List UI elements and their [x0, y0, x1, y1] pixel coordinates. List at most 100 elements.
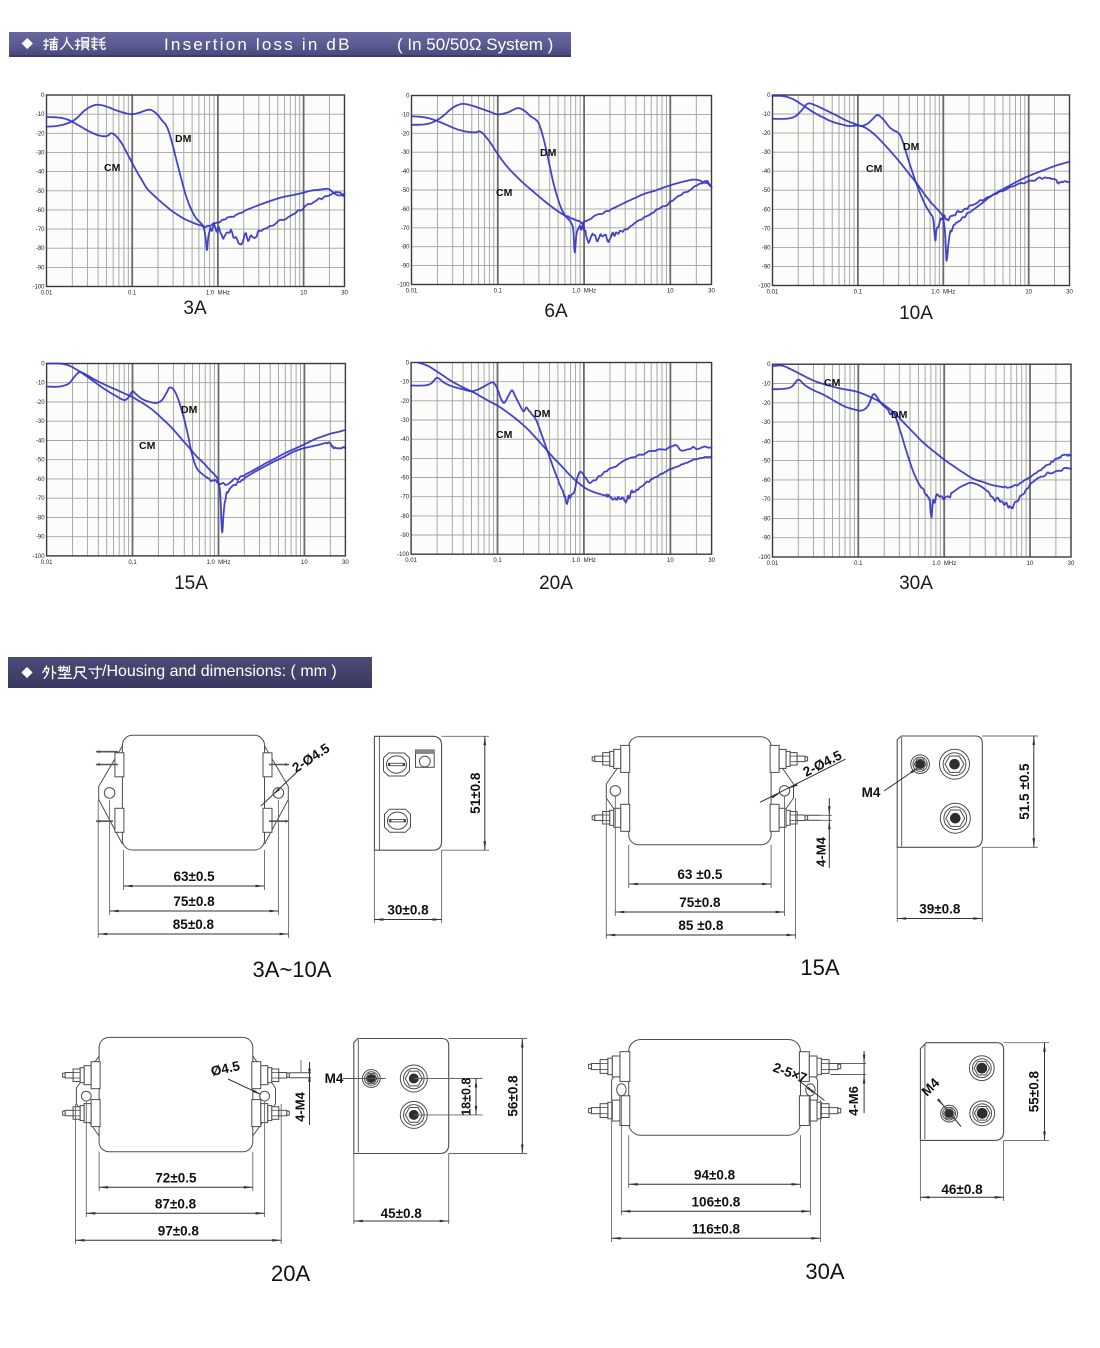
svg-text:-80: -80 — [36, 515, 45, 521]
svg-text:30: 30 — [708, 289, 715, 295]
svg-text:0: 0 — [767, 93, 771, 99]
svg-text:0.1: 0.1 — [854, 561, 863, 567]
svg-text:CM: CM — [866, 163, 883, 175]
svg-text:-40: -40 — [762, 439, 771, 445]
svg-text:-90: -90 — [36, 535, 45, 541]
svg-text:51±0.8: 51±0.8 — [468, 772, 483, 814]
svg-text:-40: -40 — [400, 437, 409, 443]
svg-text:0.1: 0.1 — [854, 290, 863, 296]
svg-text:0.1: 0.1 — [128, 560, 137, 566]
svg-text:Ø4.5: Ø4.5 — [210, 1058, 242, 1079]
svg-text:10A: 10A — [899, 303, 933, 324]
svg-text:CM: CM — [496, 429, 513, 441]
svg-text:97±0.8: 97±0.8 — [158, 1223, 200, 1238]
svg-text:72±0.5: 72±0.5 — [155, 1170, 197, 1185]
svg-text:-70: -70 — [762, 497, 771, 503]
svg-text:-70: -70 — [401, 226, 410, 232]
svg-text:56±0.8: 56±0.8 — [505, 1075, 520, 1117]
svg-text:18±0.8: 18±0.8 — [460, 1078, 474, 1116]
svg-text:87±0.8: 87±0.8 — [155, 1196, 197, 1211]
svg-text:-70: -70 — [400, 495, 409, 501]
svg-text:-10: -10 — [762, 112, 771, 118]
svg-text:51.5 ±0.5: 51.5 ±0.5 — [1017, 763, 1032, 820]
svg-text:10: 10 — [1025, 290, 1032, 296]
svg-text:-80: -80 — [762, 516, 771, 522]
svg-text:-60: -60 — [762, 478, 771, 484]
svg-text:-10: -10 — [36, 381, 45, 387]
svg-text:-100: -100 — [397, 283, 410, 289]
svg-text:4-M4: 4-M4 — [293, 1091, 308, 1121]
svg-text:30: 30 — [1068, 561, 1075, 567]
svg-text:20A: 20A — [271, 1261, 310, 1286]
svg-text:1.0 MHz: 1.0 MHz — [931, 290, 955, 296]
svg-text:0: 0 — [41, 93, 45, 99]
svg-text:4-M6: 4-M6 — [846, 1086, 861, 1116]
svg-text:6A: 6A — [544, 301, 568, 322]
svg-text:DM: DM — [181, 404, 198, 416]
svg-text:0.1: 0.1 — [494, 289, 503, 295]
svg-text:-100: -100 — [758, 555, 771, 561]
svg-text:0: 0 — [406, 361, 410, 367]
svg-text:-10: -10 — [401, 112, 410, 118]
svg-text:55±0.8: 55±0.8 — [1027, 1071, 1042, 1113]
svg-text:-10: -10 — [36, 112, 45, 118]
svg-text:CM: CM — [139, 440, 156, 452]
svg-text:-60: -60 — [401, 207, 410, 213]
svg-text:-60: -60 — [400, 476, 409, 482]
svg-text:-90: -90 — [36, 265, 45, 271]
svg-text:75±0.8: 75±0.8 — [173, 894, 215, 909]
svg-text:0.01: 0.01 — [41, 291, 53, 297]
svg-text:75±0.8: 75±0.8 — [679, 895, 721, 910]
svg-text:-80: -80 — [762, 245, 771, 251]
svg-text:M4: M4 — [325, 1071, 344, 1086]
svg-text:0: 0 — [767, 362, 771, 368]
svg-text:M4: M4 — [862, 785, 881, 800]
svg-text:20A: 20A — [539, 573, 573, 594]
svg-text:0.01: 0.01 — [767, 290, 779, 296]
svg-text:DM: DM — [903, 141, 920, 153]
svg-text:-50: -50 — [36, 458, 45, 464]
svg-text:85 ±0.8: 85 ±0.8 — [678, 918, 723, 933]
svg-text:1.0 MHz: 1.0 MHz — [932, 561, 956, 567]
svg-text:-30: -30 — [401, 150, 410, 156]
svg-text:-10: -10 — [400, 380, 409, 386]
svg-text:-20: -20 — [762, 131, 771, 137]
svg-text:CM: CM — [824, 377, 841, 389]
svg-text:-50: -50 — [400, 456, 409, 462]
svg-text:1.0 MHz: 1.0 MHz — [572, 289, 596, 295]
svg-text:DM: DM — [534, 408, 551, 420]
svg-text:3A~10A: 3A~10A — [253, 957, 332, 982]
svg-text:-30: -30 — [762, 420, 771, 426]
svg-text:-100: -100 — [32, 285, 45, 291]
svg-text:1.0 MHz: 1.0 MHz — [206, 291, 230, 297]
svg-text:-50: -50 — [36, 189, 45, 195]
svg-text:-70: -70 — [762, 226, 771, 232]
svg-text:-30: -30 — [400, 418, 409, 424]
svg-text:46±0.8: 46±0.8 — [941, 1182, 983, 1197]
svg-text:0.1: 0.1 — [128, 291, 137, 297]
svg-text:-40: -40 — [36, 170, 45, 176]
svg-text:30: 30 — [1066, 290, 1073, 296]
svg-text:-100: -100 — [33, 554, 46, 560]
svg-text:94±0.8: 94±0.8 — [694, 1167, 736, 1182]
svg-text:0: 0 — [41, 362, 45, 368]
svg-text:0.01: 0.01 — [767, 561, 779, 567]
svg-text:15A: 15A — [800, 955, 839, 980]
svg-text:M4: M4 — [919, 1075, 943, 1099]
svg-text:1.0 MHz: 1.0 MHz — [572, 558, 596, 564]
svg-text:-10: -10 — [762, 382, 771, 388]
svg-text:4-M4: 4-M4 — [814, 836, 829, 866]
svg-text:15A: 15A — [174, 573, 208, 594]
svg-text:0.01: 0.01 — [406, 289, 418, 295]
svg-text:-40: -40 — [36, 439, 45, 445]
svg-text:30: 30 — [341, 291, 348, 297]
svg-text:DM: DM — [175, 133, 192, 145]
svg-text:-20: -20 — [401, 131, 410, 137]
svg-text:2-Ø4.5: 2-Ø4.5 — [801, 747, 845, 779]
svg-text:-20: -20 — [36, 131, 45, 137]
svg-text:-60: -60 — [762, 207, 771, 213]
svg-text:-20: -20 — [762, 401, 771, 407]
svg-text:3A: 3A — [183, 298, 207, 319]
svg-text:-20: -20 — [400, 399, 409, 405]
svg-text:CM: CM — [104, 162, 121, 174]
